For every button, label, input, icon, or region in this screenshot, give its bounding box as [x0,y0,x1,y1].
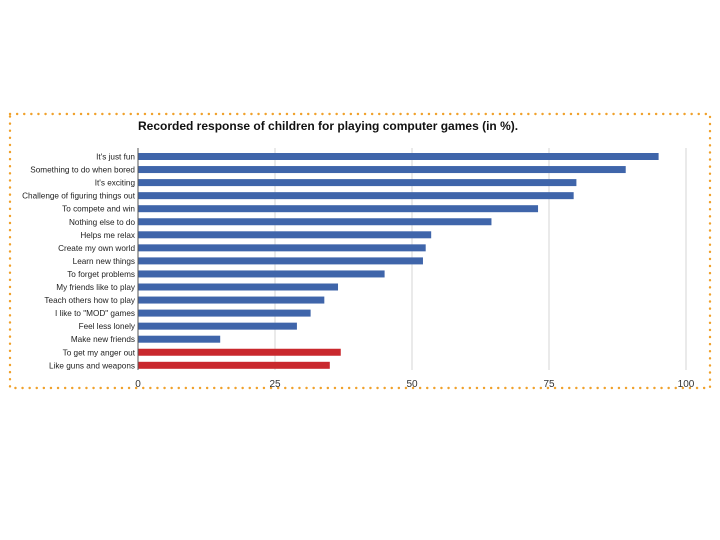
bar [138,153,659,160]
x-tick-label: 0 [135,379,141,390]
category-label: Helps me relax [80,231,135,240]
x-tick-labels: 0 25 50 75 100 [135,379,695,390]
category-label: To compete and win [62,205,135,214]
bar [138,218,492,226]
chart-title: Recorded response of children for playin… [138,119,518,133]
bar [138,270,385,278]
category-label: Create my own world [58,244,135,253]
category-label: Nothing else to do [69,218,135,227]
bar [138,231,432,239]
bar [138,348,341,356]
category-label: To forget problems [67,270,135,279]
category-label: I like to "MOD" games [55,309,135,318]
bars [138,153,659,369]
bar [138,257,423,265]
category-label: My friends like to play [56,283,136,292]
category-label: To get my anger out [63,348,136,357]
bar [138,283,339,291]
category-label: It's just fun [96,153,135,162]
bar [138,244,426,252]
bar [138,335,221,343]
bar [138,296,325,304]
category-label: Make new friends [71,335,135,344]
x-tick-label: 25 [269,379,281,390]
category-label: It's exciting [95,179,136,188]
bar [138,192,574,200]
category-label: Something to do when bored [30,166,135,175]
category-label: Feel less lonely [79,322,136,331]
x-tick-label: 50 [406,379,418,390]
bar [138,322,297,330]
bar [138,361,330,369]
x-tick-label: 100 [678,379,695,390]
bar [138,166,626,174]
category-label: Like guns and weapons [49,361,135,370]
bar [138,205,539,213]
bar [138,179,577,187]
dotted-frame [8,112,712,390]
bar [138,309,311,317]
category-labels: It's just fun Something to do when bored I… [22,153,136,371]
category-label: Learn new things [73,257,135,266]
category-label: Challenge of figuring things out [22,192,136,201]
category-label: Teach others how to play [44,296,135,305]
x-tick-label: 75 [543,379,555,390]
